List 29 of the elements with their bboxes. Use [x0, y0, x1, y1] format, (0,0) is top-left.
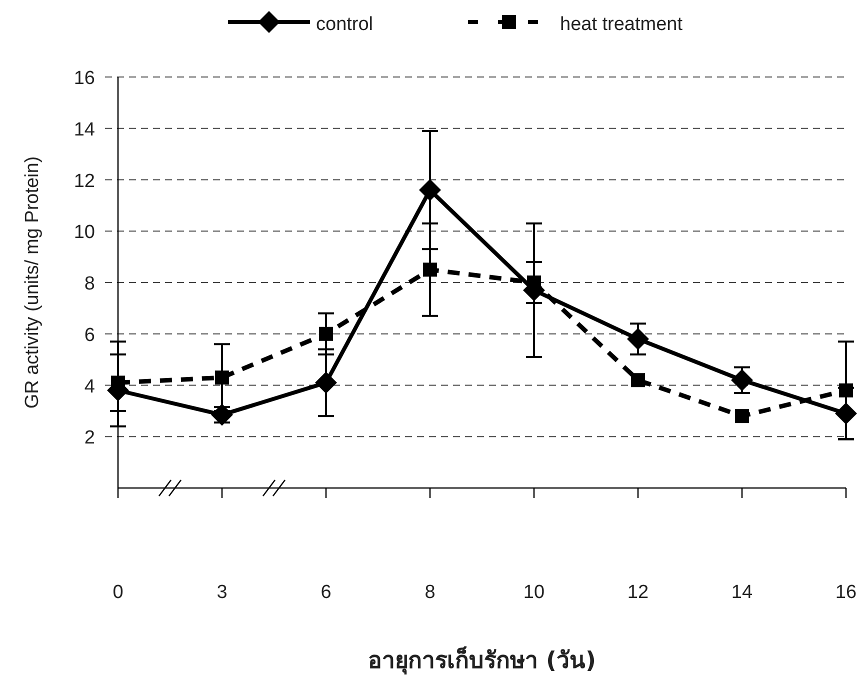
y-tick-label: 12 [74, 170, 95, 192]
y-tick-label: 4 [84, 376, 96, 398]
y-axis-title: GR activity (units/ mg Protein) [22, 156, 43, 409]
point [319, 326, 333, 341]
legend-label: control [316, 14, 374, 35]
point [419, 179, 441, 202]
point [735, 409, 749, 424]
point [839, 383, 853, 398]
x-tick-label: 10 [523, 582, 545, 603]
y-tick-label: 8 [84, 274, 95, 294]
point [631, 373, 645, 388]
y-tick-label: 14 [74, 119, 96, 140]
x-tick-label: 14 [731, 582, 753, 603]
point [315, 372, 337, 394]
y-tick-label: 6 [84, 324, 95, 346]
x-tick-label: 12 [627, 582, 649, 603]
y-tick-label: 16 [74, 68, 95, 89]
x-tick-label: 8 [424, 582, 436, 603]
point [423, 262, 437, 277]
x-tick-label: 16 [835, 582, 857, 603]
y-tick-label: 10 [74, 222, 95, 244]
point [627, 328, 649, 350]
x-tick-label: 0 [112, 582, 124, 603]
legend-label: heat treatment [560, 14, 684, 35]
x-axis-title: อายุการเก็บรักษา (วัน) [368, 645, 596, 675]
y-tick-label: 2 [84, 428, 95, 449]
x-tick-label: 3 [216, 582, 228, 603]
x-tick-label: 6 [320, 582, 332, 603]
point [215, 370, 229, 385]
